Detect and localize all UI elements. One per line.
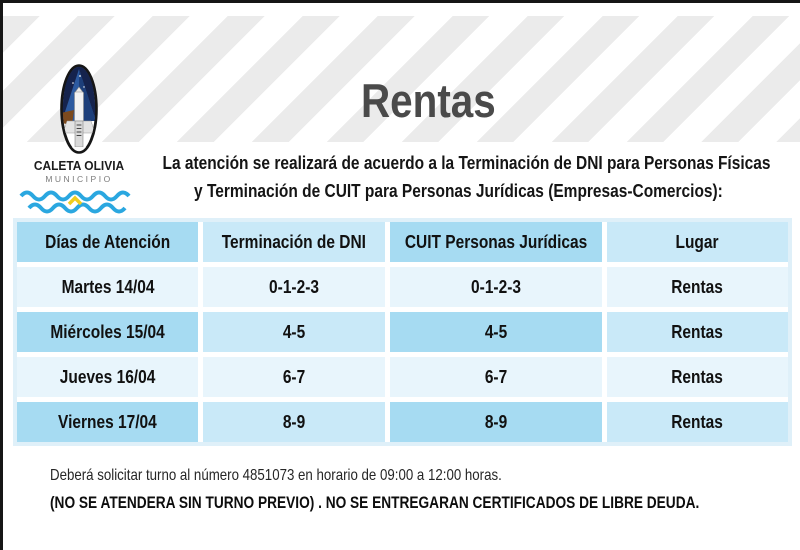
cell-lugar: Rentas: [606, 267, 788, 307]
footer: Deberá solicitar turno al número 4851073…: [50, 464, 800, 515]
cell-cuit: 6-7: [389, 357, 602, 397]
cell-day: Martes 14/04: [17, 267, 199, 307]
diagonal-stripes-background: [3, 16, 800, 142]
column-header-cuit: CUIT Personas Jurídicas: [389, 222, 602, 262]
waves-icon: [19, 190, 131, 214]
subtitle-line-1: La atención se realizará de acuerdo a la…: [162, 153, 771, 173]
org-name: CALETA OLIVIA: [33, 158, 125, 173]
footer-note: Deberá solicitar turno al número 4851073…: [50, 467, 502, 484]
cell-day: Miércoles 15/04: [17, 312, 199, 352]
cell-cuit: 8-9: [389, 402, 602, 442]
column-header-dias: Días de Atención: [17, 222, 199, 262]
cell-cuit: 0-1-2-3: [389, 267, 602, 307]
cell-dni: 6-7: [203, 357, 385, 397]
cell-dni: 0-1-2-3: [203, 267, 385, 307]
column-header-dni: Terminación de DNI: [203, 222, 385, 262]
subtitle: La atención se realizará de acuerdo a la…: [113, 149, 800, 205]
page-title-text: Rentas: [360, 74, 496, 127]
cell-day: Jueves 16/04: [17, 357, 199, 397]
cell-cuit: 4-5: [389, 312, 602, 352]
cell-day: Viernes 17/04: [17, 402, 199, 442]
footer-warning: (NO SE ATENDERA SIN TURNO PREVIO) . NO S…: [50, 494, 700, 512]
column-header-lugar: Lugar: [606, 222, 788, 262]
subtitle-line-2: y Terminación de CUIT para Personas Jurí…: [193, 181, 723, 201]
cell-lugar: Rentas: [606, 357, 788, 397]
org-subtitle: MUNICIPIO: [45, 174, 113, 184]
municipal-emblem-icon: [60, 64, 98, 154]
cell-lugar: Rentas: [606, 402, 788, 442]
cell-dni: 8-9: [203, 402, 385, 442]
schedule-table: Días de Atención Terminación de DNI CUIT…: [13, 218, 792, 446]
page-title: Rentas: [28, 73, 800, 129]
cell-dni: 4-5: [203, 312, 385, 352]
cell-lugar: Rentas: [606, 312, 788, 352]
municipal-logo: CALETA OLIVIA MUNICIPIO: [13, 63, 145, 215]
